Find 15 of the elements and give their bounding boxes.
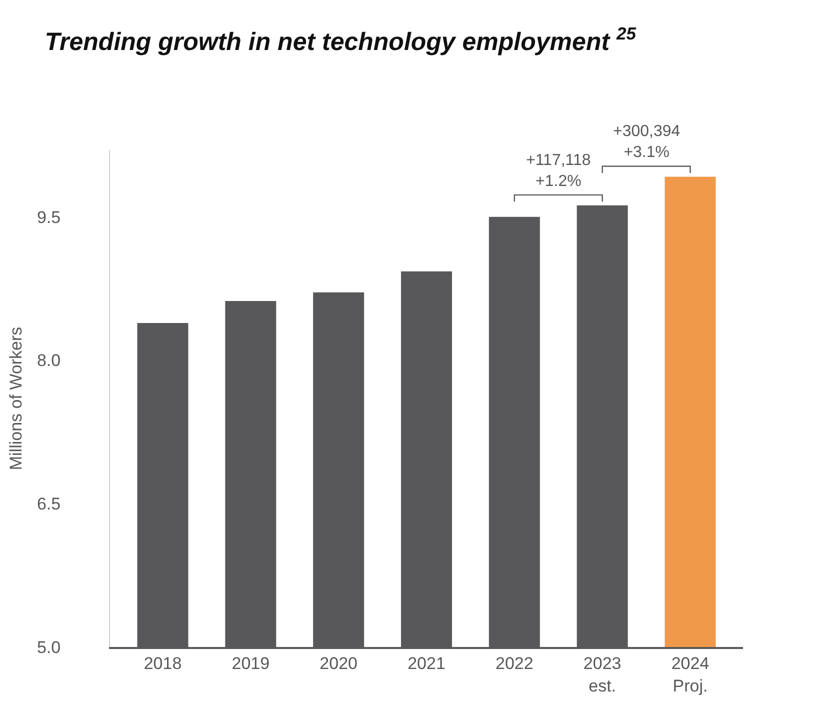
chart-title: Trending growth in net technology employment $^{25}$ bbox=[44, 24, 636, 56]
x-tick-label: 2023 est. bbox=[583, 654, 622, 696]
annotation: +117,118 +1.2% bbox=[526, 152, 591, 190]
x-tick-label: 2018 bbox=[144, 654, 182, 674]
x-tick-label: 2019 bbox=[232, 654, 270, 674]
y-axis-title: Millions of Workers bbox=[6, 326, 26, 470]
y-tick-label: 8.0 bbox=[36, 351, 61, 370]
y-tick-label: 5.0 bbox=[36, 638, 61, 657]
x-tick-label: 2022 bbox=[496, 654, 534, 674]
x-tick-label: 2020 bbox=[320, 654, 358, 674]
y-tick-label: 6.5 bbox=[36, 494, 61, 514]
annotation: +300,394 +3.1% bbox=[613, 123, 680, 161]
y-tick-label: 9.5 bbox=[36, 208, 61, 227]
x-tick-label: 2021 bbox=[408, 654, 446, 674]
x-tick-label: 2024 Proj. bbox=[671, 654, 710, 696]
